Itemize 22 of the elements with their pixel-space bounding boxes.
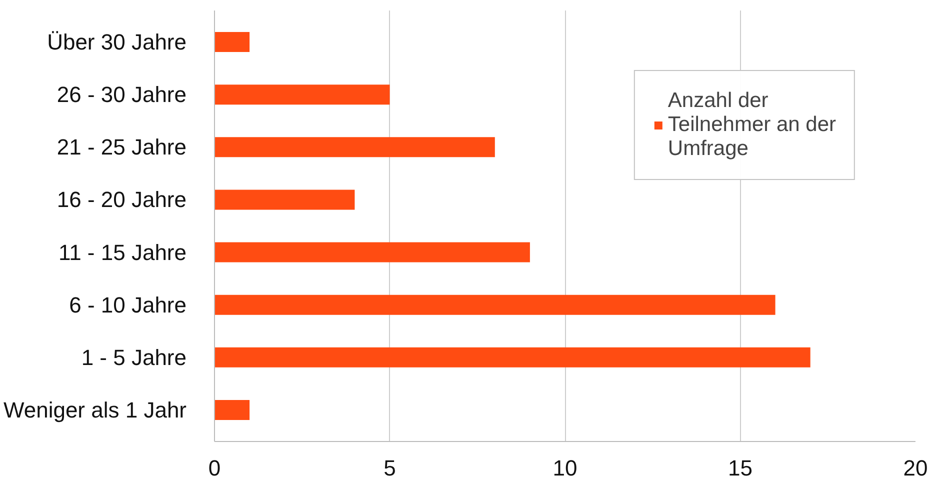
y-tick-label: Weniger als 1 Jahr [3, 397, 186, 422]
y-tick-label: 1 - 5 Jahre [81, 344, 187, 370]
x-tick-label: 15 [728, 456, 752, 480]
y-tick-label: 16 - 20 Jahre [56, 187, 187, 212]
legend-label: Anzahl der Teilnehmer an der Umfrage [668, 89, 836, 161]
x-tick-label: 0 [208, 456, 221, 480]
x-tick-label: 10 [552, 456, 578, 480]
bar [214, 190, 355, 210]
bar [214, 32, 250, 52]
bar [214, 400, 250, 420]
bar [214, 242, 530, 262]
y-tick-label: Über 30 Jahre [47, 30, 187, 55]
y-tick-label: 11 - 15 Jahre [58, 240, 187, 265]
y-tick-label: 26 - 30 Jahre [56, 82, 187, 108]
bar [214, 137, 495, 158]
x-tick-label: 20 [903, 456, 928, 480]
bar [214, 84, 390, 105]
y-tick-label: 6 - 10 Jahre [69, 292, 187, 318]
bar [214, 347, 810, 368]
y-tick-label: 21 - 25 Jahre [56, 134, 187, 160]
bar [214, 294, 776, 315]
x-tick-label: 5 [384, 456, 396, 480]
